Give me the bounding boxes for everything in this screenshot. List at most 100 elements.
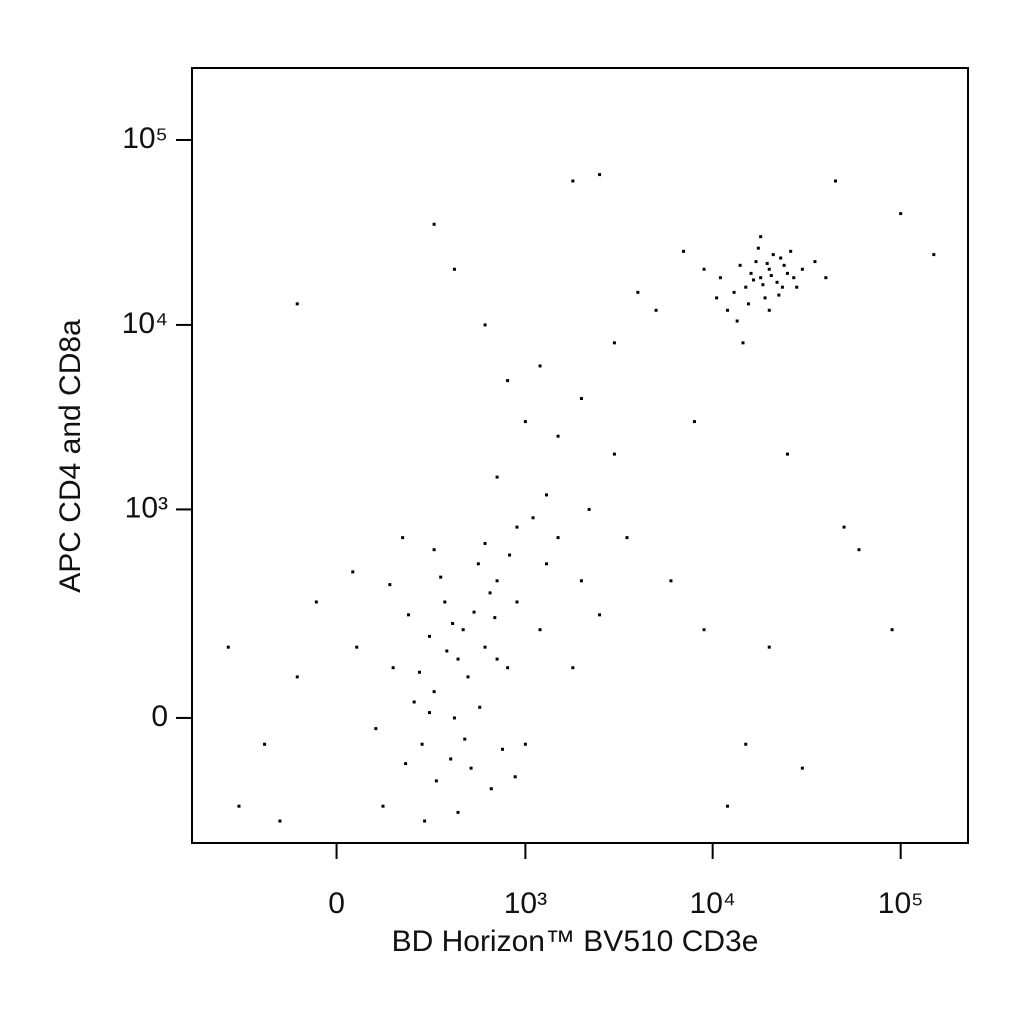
point bbox=[538, 628, 542, 632]
point bbox=[439, 575, 443, 579]
point bbox=[427, 711, 431, 715]
point bbox=[759, 235, 763, 239]
point bbox=[813, 260, 817, 264]
point bbox=[351, 570, 355, 574]
point bbox=[263, 742, 267, 746]
point bbox=[489, 787, 493, 791]
point bbox=[612, 452, 616, 456]
point bbox=[449, 757, 453, 761]
y-tick-label: 10⁵ bbox=[122, 122, 168, 155]
point bbox=[495, 475, 499, 479]
x-tick-label: 0 bbox=[328, 887, 345, 920]
point bbox=[800, 267, 804, 271]
point bbox=[432, 548, 436, 552]
point bbox=[278, 819, 282, 823]
point bbox=[381, 804, 385, 808]
point bbox=[443, 600, 447, 604]
point bbox=[763, 296, 767, 300]
plot-frame bbox=[191, 67, 969, 844]
point bbox=[506, 666, 510, 670]
point bbox=[476, 562, 480, 566]
point bbox=[744, 285, 748, 289]
point bbox=[726, 804, 730, 808]
point bbox=[749, 271, 753, 275]
point bbox=[715, 296, 719, 300]
point bbox=[427, 634, 431, 638]
point bbox=[692, 420, 696, 424]
point bbox=[785, 271, 789, 275]
point bbox=[744, 742, 748, 746]
point bbox=[401, 536, 405, 540]
point bbox=[478, 705, 482, 709]
point bbox=[789, 249, 793, 253]
point bbox=[625, 536, 629, 540]
point bbox=[579, 579, 583, 583]
point bbox=[445, 649, 449, 653]
point bbox=[452, 267, 456, 271]
y-axis-label: APC CD4 and CD8a bbox=[54, 319, 87, 593]
point bbox=[461, 628, 465, 632]
point bbox=[702, 628, 706, 632]
point bbox=[423, 819, 427, 823]
point bbox=[833, 179, 837, 183]
point bbox=[237, 804, 241, 808]
point bbox=[432, 222, 436, 226]
point bbox=[513, 775, 517, 779]
point bbox=[780, 285, 784, 289]
point bbox=[483, 323, 487, 327]
point bbox=[612, 341, 616, 345]
point bbox=[469, 766, 473, 770]
point bbox=[495, 579, 499, 583]
point bbox=[538, 364, 542, 368]
point bbox=[456, 810, 460, 814]
point bbox=[472, 610, 476, 614]
point bbox=[531, 516, 535, 520]
point bbox=[391, 666, 395, 670]
point bbox=[775, 280, 779, 284]
point bbox=[515, 525, 519, 529]
point bbox=[761, 283, 765, 287]
point bbox=[488, 591, 492, 595]
point bbox=[792, 276, 796, 280]
point bbox=[451, 621, 455, 625]
point bbox=[741, 341, 745, 345]
point bbox=[767, 267, 771, 271]
point bbox=[726, 308, 730, 312]
y-tick-label: 10³ bbox=[125, 491, 168, 524]
point bbox=[759, 276, 763, 280]
point bbox=[738, 263, 742, 267]
point bbox=[508, 553, 512, 557]
point bbox=[754, 260, 758, 264]
point bbox=[506, 379, 510, 383]
y-tick-label: 0 bbox=[151, 700, 168, 733]
point bbox=[355, 645, 359, 649]
x-axis-label: BD Horizon™ BV510 CD3e bbox=[392, 925, 759, 958]
x-tick-label: 10⁴ bbox=[690, 887, 736, 920]
point bbox=[702, 267, 706, 271]
point bbox=[483, 645, 487, 649]
point bbox=[571, 666, 575, 670]
x-tick-label: 10⁵ bbox=[878, 887, 924, 920]
point bbox=[735, 319, 739, 323]
point bbox=[388, 583, 392, 587]
point bbox=[752, 278, 756, 282]
point bbox=[857, 548, 861, 552]
point bbox=[767, 645, 771, 649]
point bbox=[732, 290, 736, 294]
point bbox=[523, 742, 527, 746]
point bbox=[795, 285, 799, 289]
point bbox=[493, 616, 497, 620]
point bbox=[890, 628, 894, 632]
point bbox=[824, 276, 828, 280]
point bbox=[932, 253, 936, 257]
x-tick-label: 10³ bbox=[504, 887, 547, 920]
point bbox=[456, 657, 460, 661]
point bbox=[432, 690, 436, 694]
point bbox=[463, 737, 467, 741]
point bbox=[452, 716, 456, 720]
point bbox=[782, 263, 786, 267]
point bbox=[682, 249, 686, 253]
point bbox=[746, 302, 750, 306]
point bbox=[785, 452, 789, 456]
point bbox=[466, 675, 470, 679]
